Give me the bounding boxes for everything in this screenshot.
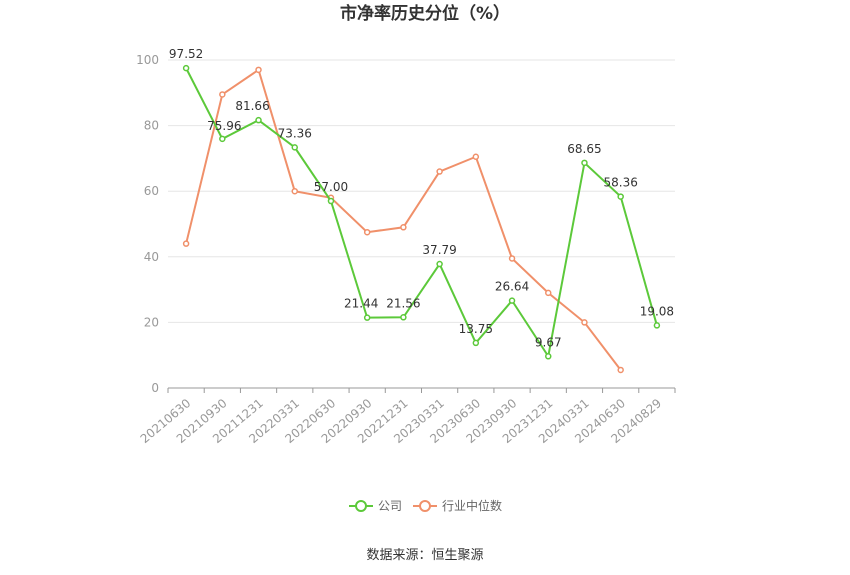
legend-industry-marker <box>419 500 431 512</box>
y-tick-label: 100 <box>136 53 159 67</box>
data-point <box>508 297 516 304</box>
data-point <box>617 193 624 200</box>
data-label: 97.52 <box>169 47 203 61</box>
data-label: 19.08 <box>640 304 674 318</box>
data-source: 数据来源：恒生聚源 <box>366 548 483 563</box>
data-point <box>436 260 443 268</box>
legend[interactable]: 公司 行业中位数 <box>349 498 502 513</box>
grid <box>168 59 675 323</box>
data-point <box>255 66 262 74</box>
data-label: 75.96 <box>207 119 241 133</box>
data-label: 21.44 <box>344 297 378 311</box>
legend-company-label: 公司 <box>378 499 402 513</box>
data-point <box>472 153 480 161</box>
data-point <box>363 228 371 236</box>
data-label: 58.36 <box>603 176 637 190</box>
data-point <box>255 116 262 124</box>
axes: 0204060801002021063020210930202112312022… <box>136 53 676 446</box>
data-point <box>545 353 552 360</box>
data-point <box>400 314 407 321</box>
data-label: 81.66 <box>235 99 269 113</box>
data-point <box>400 224 407 231</box>
data-label: 9.67 <box>535 335 562 349</box>
data-point <box>182 240 190 247</box>
legend-item-industry-median[interactable]: 行业中位数 <box>413 498 502 513</box>
data-point <box>363 314 371 321</box>
data-label: 21.56 <box>386 296 420 310</box>
legend-industry-label: 行业中位数 <box>442 498 502 513</box>
data-point <box>291 144 298 151</box>
y-tick-label: 0 <box>151 381 159 395</box>
data-point <box>581 159 588 167</box>
data-label: 13.75 <box>459 322 493 336</box>
data-label: 57.00 <box>314 180 348 194</box>
series-line <box>185 68 622 371</box>
series-layer <box>182 64 661 374</box>
data-point <box>581 319 588 326</box>
data-label: 26.64 <box>495 280 529 294</box>
data-point <box>545 289 552 297</box>
data-point <box>219 135 226 143</box>
data-point <box>436 168 443 175</box>
data-point <box>327 197 335 205</box>
data-point <box>653 322 661 329</box>
data-point <box>508 255 516 262</box>
data-label: 37.79 <box>422 243 456 257</box>
y-tick-label: 20 <box>144 315 159 329</box>
y-tick-label: 60 <box>144 184 159 198</box>
data-point <box>291 187 298 195</box>
chart-title: 市净率历史分位（%） <box>340 3 510 24</box>
y-tick-label: 40 <box>144 250 159 264</box>
data-labels: 97.52 75.96 81.66 73.36 57.00 21.44 21.56 37.79… <box>169 47 674 349</box>
data-label: 73.36 <box>278 126 312 140</box>
data-point <box>219 91 226 98</box>
data-point <box>617 366 624 374</box>
legend-item-company[interactable]: 公司 <box>349 499 402 513</box>
data-label: 68.65 <box>567 142 601 156</box>
data-point <box>182 64 190 72</box>
y-tick-label: 80 <box>144 119 159 133</box>
series-line <box>185 67 658 359</box>
data-point <box>472 339 480 347</box>
legend-company-marker <box>355 500 367 512</box>
